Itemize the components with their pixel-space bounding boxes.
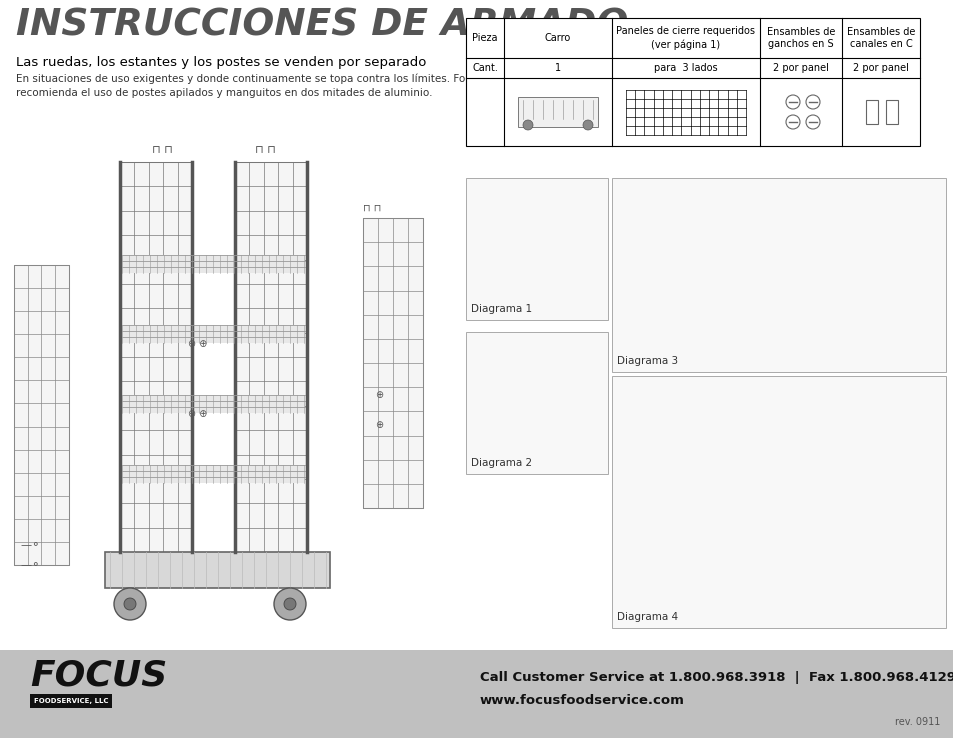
Text: Ensambles de
canales en C: Ensambles de canales en C xyxy=(846,27,914,49)
Circle shape xyxy=(124,598,136,610)
Text: Diagrama 3: Diagrama 3 xyxy=(617,356,678,366)
Text: ⊓ ⊓: ⊓ ⊓ xyxy=(152,145,172,155)
Text: Las ruedas, los estantes y los postes se venden por separado: Las ruedas, los estantes y los postes se… xyxy=(16,56,426,69)
Circle shape xyxy=(113,588,146,620)
Text: rev. 0911: rev. 0911 xyxy=(894,717,939,727)
Text: para  3 lados: para 3 lados xyxy=(654,63,717,73)
Bar xyxy=(465,178,607,320)
Bar xyxy=(120,162,192,552)
Text: Paneles de cierre requeridos
(ver página 1): Paneles de cierre requeridos (ver página… xyxy=(616,27,755,49)
Text: Call Customer Service at 1.800.968.3918  |  Fax 1.800.968.4129: Call Customer Service at 1.800.968.3918 … xyxy=(479,672,953,685)
Bar xyxy=(30,694,112,708)
Bar xyxy=(517,97,598,127)
Text: —⚬: —⚬ xyxy=(20,540,40,550)
Text: ⊕: ⊕ xyxy=(375,390,383,400)
Text: Pieza: Pieza xyxy=(472,33,497,43)
Bar xyxy=(465,18,919,146)
Text: 2 por panel: 2 por panel xyxy=(772,63,828,73)
Text: www.focusfoodservice.com: www.focusfoodservice.com xyxy=(479,694,684,706)
Bar xyxy=(122,325,305,343)
Text: Carro: Carro xyxy=(544,33,571,43)
Bar xyxy=(234,162,307,552)
Text: FOODSERVICE, LLC: FOODSERVICE, LLC xyxy=(33,698,108,704)
Bar xyxy=(885,100,897,124)
Text: FOCUS: FOCUS xyxy=(30,658,167,692)
Bar xyxy=(465,332,607,474)
Text: INSTRUCCIONES DE ARMADO: INSTRUCCIONES DE ARMADO xyxy=(16,8,628,44)
Text: —⚬: —⚬ xyxy=(20,560,40,570)
Text: ⊓ ⊓: ⊓ ⊓ xyxy=(363,203,381,213)
Text: Diagrama 1: Diagrama 1 xyxy=(471,304,532,314)
Circle shape xyxy=(284,598,295,610)
Text: Diagrama 4: Diagrama 4 xyxy=(617,612,678,622)
Bar xyxy=(0,650,953,738)
Text: Diagrama 2: Diagrama 2 xyxy=(471,458,532,468)
Bar xyxy=(612,376,945,628)
Circle shape xyxy=(582,120,593,130)
Text: ⊕ ⊕: ⊕ ⊕ xyxy=(188,409,208,419)
Text: Ensambles de
ganchos en S: Ensambles de ganchos en S xyxy=(766,27,834,49)
Text: recomienda el uso de postes apilados y manguitos en dos mitades de aluminio.: recomienda el uso de postes apilados y m… xyxy=(16,88,432,98)
Text: En situaciones de uso exigentes y donde continuamente se topa contra los límites: En situaciones de uso exigentes y donde … xyxy=(16,74,482,84)
Text: ⊕: ⊕ xyxy=(375,420,383,430)
Text: ⊕ ⊕: ⊕ ⊕ xyxy=(188,339,208,349)
Circle shape xyxy=(522,120,533,130)
Text: ⊓ ⊓: ⊓ ⊓ xyxy=(254,145,275,155)
Bar xyxy=(122,395,305,413)
Text: 2 por panel: 2 por panel xyxy=(852,63,908,73)
Bar xyxy=(865,100,877,124)
Text: Cant.: Cant. xyxy=(472,63,497,73)
Bar xyxy=(0,104,461,650)
Bar xyxy=(122,465,305,483)
Bar xyxy=(363,218,422,508)
Circle shape xyxy=(274,588,306,620)
Bar xyxy=(122,255,305,273)
Text: 1: 1 xyxy=(555,63,560,73)
Bar xyxy=(105,552,330,588)
Bar xyxy=(612,178,945,372)
Bar xyxy=(14,265,69,565)
